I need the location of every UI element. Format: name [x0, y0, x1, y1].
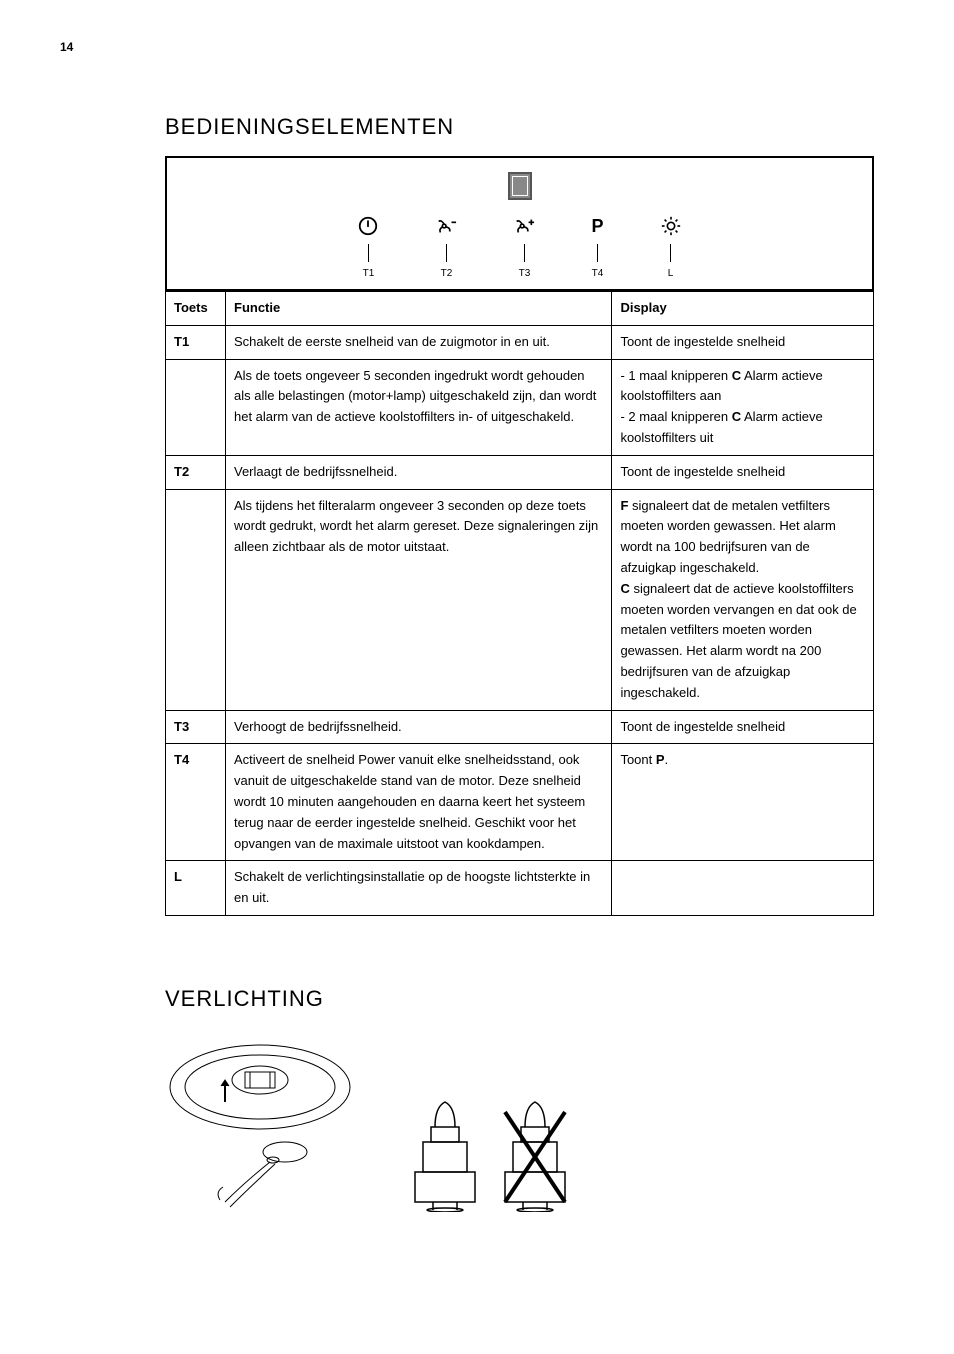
cell-functie: Als de toets ongeveer 5 seconden ingedru…	[226, 359, 612, 455]
table-row: T3Verhoogt de bedrijfssnelheid.Toont de …	[166, 710, 874, 744]
display-icon	[508, 172, 532, 200]
cell-functie: Als tijdens het filteralarm ongeveer 3 s…	[226, 489, 612, 710]
button-label-t3: T3	[519, 268, 531, 279]
table-row: T1Schakelt de eerste snelheid van de zui…	[166, 325, 874, 359]
button-t4: P T4	[591, 214, 603, 279]
button-label-l: L	[668, 268, 674, 279]
header-toets: Toets	[166, 292, 226, 326]
bulb-disposal-drawing	[405, 1072, 575, 1212]
button-t1: T1	[357, 214, 379, 279]
cell-display: Toont de ingestelde snelheid	[612, 455, 874, 489]
page-content: BEDIENINGSELEMENTEN T1	[165, 114, 874, 1212]
table-header-row: Toets Functie Display	[166, 292, 874, 326]
button-l: L	[660, 214, 682, 279]
table-row: T4Activeert de snelheid Power vanuit elk…	[166, 744, 874, 861]
lighting-illustration	[165, 1032, 874, 1212]
button-t2: T2	[435, 214, 457, 279]
power-icon	[357, 214, 379, 238]
button-label-t4: T4	[592, 268, 604, 279]
control-panel-diagram: T1 T2	[165, 156, 874, 291]
button-label-t2: T2	[441, 268, 453, 279]
cell-functie: Activeert de snelheid Power vanuit elke …	[226, 744, 612, 861]
cell-toets: T4	[166, 744, 226, 861]
fan-minus-icon	[435, 214, 457, 238]
table-row: Als tijdens het filteralarm ongeveer 3 s…	[166, 489, 874, 710]
cell-toets: L	[166, 861, 226, 916]
fan-plus-icon	[513, 214, 535, 238]
cell-display: F signaleert dat de metalen vetfilters m…	[612, 489, 874, 710]
controls-table: Toets Functie Display T1Schakelt de eers…	[165, 291, 874, 916]
cell-display: Toont de ingestelde snelheid	[612, 325, 874, 359]
button-t3: T3	[513, 214, 535, 279]
cell-toets: T3	[166, 710, 226, 744]
buttons-row: T1 T2	[357, 214, 681, 279]
lamp-replacement-drawing	[165, 1032, 385, 1212]
cell-toets	[166, 489, 226, 710]
cell-toets	[166, 359, 226, 455]
button-label-t1: T1	[363, 268, 375, 279]
section-title-controls: BEDIENINGSELEMENTEN	[165, 114, 874, 140]
table-row: Als de toets ongeveer 5 seconden ingedru…	[166, 359, 874, 455]
cell-display	[612, 861, 874, 916]
cell-toets: T1	[166, 325, 226, 359]
cell-functie: Schakelt de eerste snelheid van de zuigm…	[226, 325, 612, 359]
cell-functie: Schakelt de verlichtingsinstallatie op d…	[226, 861, 612, 916]
cell-toets: T2	[166, 455, 226, 489]
cell-display: Toont P.	[612, 744, 874, 861]
cell-display: Toont de ingestelde snelheid	[612, 710, 874, 744]
table-row: T2Verlaagt de bedrijfssnelheid.Toont de …	[166, 455, 874, 489]
cell-functie: Verlaagt de bedrijfssnelheid.	[226, 455, 612, 489]
lighting-section: VERLICHTING	[165, 986, 874, 1212]
page-number: 14	[60, 40, 954, 54]
header-functie: Functie	[226, 292, 612, 326]
light-icon	[660, 214, 682, 238]
header-display: Display	[612, 292, 874, 326]
power-p-icon: P	[591, 214, 603, 238]
cell-display: - 1 maal knipperen C Alarm actieve kools…	[612, 359, 874, 455]
section-title-lighting: VERLICHTING	[165, 986, 874, 1012]
cell-functie: Verhoogt de bedrijfssnelheid.	[226, 710, 612, 744]
table-row: LSchakelt de verlichtingsinstallatie op …	[166, 861, 874, 916]
